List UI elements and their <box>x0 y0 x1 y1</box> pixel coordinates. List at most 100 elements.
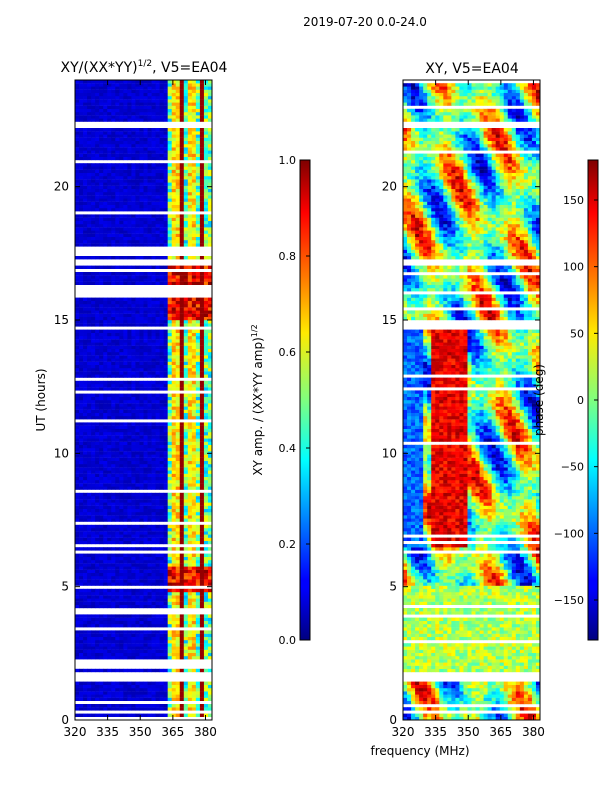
amplitude-heatmap-cell <box>83 448 88 452</box>
amplitude-heatmap-cell <box>199 396 205 401</box>
amplitude-heatmap-cell <box>99 275 104 279</box>
amplitude-heatmap-cell <box>103 217 108 221</box>
amplitude-heatmap-cell <box>75 195 80 199</box>
amplitude-heatmap-cell <box>151 422 156 426</box>
amplitude-heatmap-cell <box>79 553 84 557</box>
amplitude-heatmap-cell <box>79 560 84 564</box>
amplitude-heatmap-cell <box>167 636 173 641</box>
amplitude-heatmap-cell <box>183 403 189 407</box>
amplitude-heatmap-cell <box>119 332 124 337</box>
amplitude-heatmap-cell <box>87 198 92 202</box>
amplitude-heatmap-cell <box>139 278 144 282</box>
amplitude-heatmap-cell <box>199 473 205 477</box>
amplitude-heatmap-cell <box>159 188 165 193</box>
amplitude-heatmap-cell <box>99 534 104 538</box>
amplitude-heatmap-cell <box>147 572 152 577</box>
amplitude-heatmap-cell <box>175 208 181 212</box>
amplitude-heatmap-cell <box>99 454 104 458</box>
amplitude-heatmap-cell <box>79 688 84 692</box>
amplitude-heatmap-cell <box>163 617 169 621</box>
amplitude-heatmap-cell <box>203 224 209 228</box>
amplitude-heatmap-cell <box>83 297 88 301</box>
amplitude-heatmap-cell <box>139 499 144 503</box>
amplitude-heatmap-cell <box>199 275 205 279</box>
amplitude-heatmap-cell <box>87 361 92 365</box>
amplitude-heatmap-cell <box>75 508 80 513</box>
amplitude-heatmap-cell <box>155 537 161 541</box>
amplitude-heatmap-cell <box>83 620 88 625</box>
amplitude-heatmap-cell <box>123 272 128 276</box>
amplitude-heatmap-cell <box>107 649 112 653</box>
amplitude-heatmap-cell <box>131 633 136 637</box>
amplitude-heatmap-cell <box>203 352 209 356</box>
amplitude-heatmap-cell <box>135 569 140 573</box>
amplitude-heatmap-cell <box>79 681 84 685</box>
amplitude-heatmap-cell <box>155 560 161 564</box>
amplitude-heatmap-cell <box>139 345 144 349</box>
amplitude-heatmap-cell <box>167 515 173 519</box>
amplitude-heatmap-cell <box>127 371 132 375</box>
amplitude-heatmap-cell <box>115 422 120 426</box>
amplitude-heatmap-cell <box>123 483 128 487</box>
amplitude-heatmap-cell <box>139 236 144 241</box>
amplitude-heatmap-cell <box>191 652 197 657</box>
amplitude-heatmap-cell <box>199 617 205 621</box>
amplitude-heatmap-cell <box>179 195 185 199</box>
amplitude-heatmap-cell <box>191 620 197 625</box>
amplitude-heatmap-cell <box>79 188 84 193</box>
amplitude-heatmap-cell <box>123 278 128 282</box>
amplitude-heatmap-cell <box>195 300 201 305</box>
amplitude-heatmap-cell <box>127 220 132 225</box>
amplitude-heatmap-cell <box>207 540 213 545</box>
amplitude-heatmap-cell <box>83 422 88 426</box>
amplitude-heatmap-cell <box>75 592 80 596</box>
amplitude-heatmap-cell <box>119 422 124 426</box>
amplitude-heatmap-cell <box>127 444 132 449</box>
amplitude-heatmap-cell <box>75 457 80 461</box>
amplitude-heatmap-cell <box>119 454 124 458</box>
amplitude-heatmap-cell <box>159 499 165 503</box>
amplitude-heatmap-cell <box>123 265 128 269</box>
amplitude-heatmap-cell <box>159 518 165 522</box>
amplitude-heatmap-cell <box>87 454 92 458</box>
amplitude-heatmap-cell <box>131 195 136 199</box>
amplitude-heatmap-cell <box>183 432 189 436</box>
amplitude-heatmap-cell <box>167 166 173 170</box>
amplitude-heatmap-cell <box>111 352 116 356</box>
amplitude-heatmap-cell <box>131 316 136 321</box>
amplitude-heatmap-cell <box>187 518 193 522</box>
amplitude-heatmap-cell <box>111 502 116 506</box>
amplitude-heatmap-cell <box>187 425 193 429</box>
amplitude-heatmap-cell <box>95 313 100 317</box>
amplitude-heatmap-cell <box>107 416 112 420</box>
amplitude-heatmap-cell <box>119 352 124 356</box>
amplitude-heatmap-cell <box>207 316 213 321</box>
amplitude-heatmap-cell <box>127 227 132 231</box>
amplitude-heatmap-cell <box>167 156 173 161</box>
amplitude-heatmap-cell <box>95 707 100 711</box>
amplitude-heatmap-cell <box>115 307 120 311</box>
amplitude-heatmap-cell <box>167 275 173 279</box>
amplitude-heatmap-cell <box>127 400 132 404</box>
amplitude-heatmap-cell <box>203 684 209 689</box>
amplitude-heatmap-cell <box>87 364 92 369</box>
amplitude-heatmap-cell <box>127 380 132 385</box>
amplitude-heatmap-cell <box>87 358 92 362</box>
amplitude-heatmap-cell <box>191 403 197 407</box>
amplitude-heatmap-cell <box>195 172 201 177</box>
amplitude-heatmap-cell <box>143 329 148 333</box>
amplitude-heatmap-cell <box>203 572 209 577</box>
amplitude-heatmap-cell <box>115 499 120 503</box>
amplitude-heatmap-cell <box>79 649 84 653</box>
amplitude-heatmap-cell <box>131 512 136 516</box>
amplitude-heatmap-cell <box>115 371 120 375</box>
amplitude-heatmap-cell <box>107 236 112 241</box>
amplitude-heatmap-cell <box>147 384 152 388</box>
amplitude-heatmap-cell <box>203 336 209 340</box>
amplitude-heatmap-cell <box>199 483 205 487</box>
amplitude-heatmap-cell <box>123 195 128 199</box>
amplitude-heatmap-cell <box>167 332 173 337</box>
amplitude-heatmap-cell <box>107 355 112 359</box>
amplitude-heatmap-cell <box>155 646 161 650</box>
amplitude-heatmap-cell <box>159 630 165 634</box>
